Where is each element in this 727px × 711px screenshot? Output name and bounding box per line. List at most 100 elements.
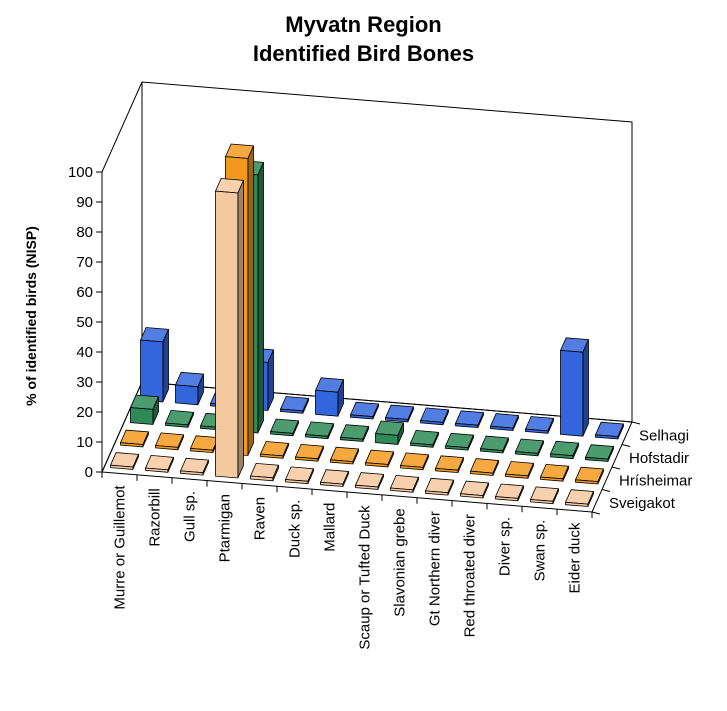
bar-front <box>490 425 514 431</box>
bar-hrísheimar-5 <box>294 443 325 462</box>
bar-front <box>130 407 154 425</box>
chart-bars <box>109 143 625 507</box>
bar-front <box>445 445 469 451</box>
series-depth-labels: Sveigakot Hrísheimar Hofstadir Selhagi <box>591 421 692 515</box>
bar-front <box>525 428 549 434</box>
bar-front <box>215 190 239 479</box>
bar-front <box>495 496 519 502</box>
bar-front <box>375 433 399 445</box>
series-label-hofstadir: Hofstadir <box>629 450 689 467</box>
bar-sveigakot-0 <box>109 452 140 470</box>
bar-sveigakot-11 <box>494 483 525 502</box>
bar-front <box>285 479 309 485</box>
x-tick-label: Mallard <box>321 503 338 552</box>
bar-front <box>330 459 354 465</box>
bar-sveigakot-8 <box>389 474 420 493</box>
bar-selhagi-13 <box>594 421 625 440</box>
bar-selhagi-4 <box>279 396 310 414</box>
bar-hofstadir-5 <box>304 421 335 440</box>
bar-hofstadir-8 <box>409 429 440 448</box>
bar-hrísheimar-0 <box>119 429 150 448</box>
y-tick-label: 30 <box>76 374 93 391</box>
y-tick-label: 10 <box>76 434 93 451</box>
bar-front <box>575 479 599 485</box>
y-tick-label: 100 <box>68 164 93 181</box>
bar-selhagi-1 <box>174 371 205 406</box>
bar-front <box>175 384 199 406</box>
bar-front <box>420 420 444 426</box>
bar-sveigakot-13 <box>564 489 595 507</box>
bar-front <box>505 473 529 479</box>
bar-front <box>595 434 619 440</box>
bar-front <box>560 349 584 437</box>
bar-front <box>140 339 164 403</box>
bar-selhagi-9 <box>454 410 485 429</box>
bar-sveigakot-5 <box>284 466 315 485</box>
bar-hofstadir-4 <box>269 418 300 437</box>
x-tick-label: Murre or Guillemot <box>112 485 129 610</box>
bar-hofstadir-1 <box>164 409 195 428</box>
bar-hofstadir-7 <box>374 420 405 445</box>
chart-title-line1: Myvatn Region <box>285 12 442 37</box>
bar-front <box>155 445 179 451</box>
bar-front <box>455 422 479 429</box>
x-axis-labels: Murre or Guillemot Razorbill Gull sp. Ptarm… <box>101 472 593 650</box>
chart-title: Myvatn Region Identified Bird Bones <box>0 10 727 68</box>
x-tick-label: Gull sp. <box>182 491 199 542</box>
z-tick <box>631 421 641 425</box>
bar-hrísheimar-4 <box>259 441 290 459</box>
x-tick-label: Raven <box>251 497 268 540</box>
y-tick-label: 70 <box>76 254 93 271</box>
bar-front <box>365 462 389 468</box>
bar-selhagi-10 <box>489 413 520 431</box>
bar-sveigakot-1 <box>144 454 175 473</box>
bar-selhagi-5 <box>314 377 345 417</box>
bar-sveigakot-12 <box>529 486 560 505</box>
x-tick-label: Diver sp. <box>496 517 513 576</box>
bar-hrísheimar-2 <box>189 435 220 454</box>
bar-front <box>585 456 609 462</box>
bar-front <box>180 470 204 476</box>
bar-selhagi-6 <box>349 401 380 420</box>
bar-hrísheimar-1 <box>154 432 185 451</box>
bar-sveigakot-2 <box>179 457 210 476</box>
bar-side <box>237 180 244 479</box>
bar-selhagi-7 <box>384 404 415 423</box>
series-label-sveigakot: Sveigakot <box>609 495 676 512</box>
y-tick-label: 20 <box>76 404 93 421</box>
z-tick <box>591 511 601 515</box>
bar-front <box>340 436 364 442</box>
bar-hrísheimar-6 <box>329 446 360 465</box>
bar-selhagi-8 <box>419 407 450 426</box>
bar-selhagi-12 <box>559 337 590 437</box>
chart-title-line2: Identified Bird Bones <box>252 41 475 66</box>
x-tick-label: Gt Northern diver <box>427 511 444 626</box>
chart-walls <box>101 81 633 513</box>
bar-hofstadir-9 <box>444 432 475 451</box>
bar-hofstadir-10 <box>479 435 510 454</box>
y-axis-label: % of identified birds (NISP) <box>23 226 39 406</box>
bar-selhagi-11 <box>524 416 555 434</box>
y-tick-label: 40 <box>76 344 93 361</box>
bar-front <box>320 481 344 487</box>
bar-front <box>400 465 424 471</box>
bar-front <box>350 414 374 420</box>
bar-front <box>305 434 329 440</box>
bar-hrísheimar-10 <box>469 458 500 476</box>
bar-sveigakot-9 <box>424 477 455 496</box>
bar-front <box>385 417 409 423</box>
bar-front <box>120 442 144 448</box>
bar-side <box>162 329 169 403</box>
bar-front <box>190 447 214 454</box>
bar-hrísheimar-8 <box>399 452 430 471</box>
z-tick <box>601 489 611 492</box>
bar-hofstadir-11 <box>514 438 545 457</box>
y-tick-label: 90 <box>76 194 93 211</box>
bar-front <box>435 467 459 474</box>
x-tick-label: Eider duck <box>566 522 583 593</box>
bar-front <box>540 476 564 482</box>
y-tick-label: 0 <box>85 464 93 481</box>
bar-front <box>390 487 414 493</box>
bar-front <box>250 475 274 482</box>
